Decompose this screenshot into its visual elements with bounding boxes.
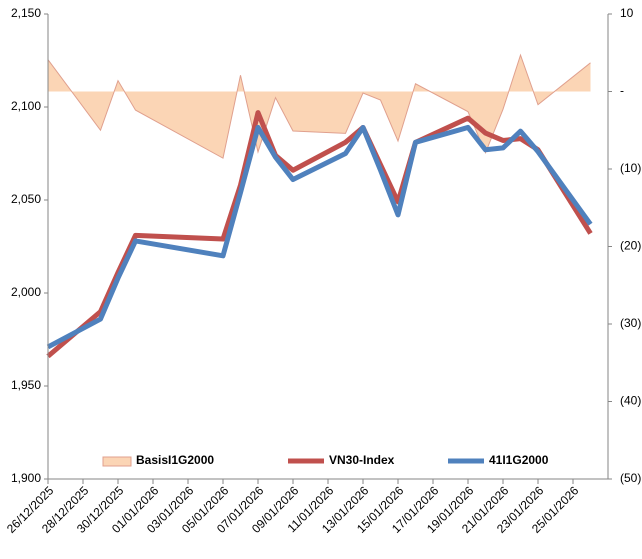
y2-tick-label: 10 xyxy=(620,6,634,20)
y2-tick-label: (30) xyxy=(620,316,641,330)
legend-label: 41I1G2000 xyxy=(489,453,549,467)
legend-swatch xyxy=(102,456,132,467)
y2-tick-label: (50) xyxy=(620,471,641,485)
y2-tick-label: (20) xyxy=(620,239,641,253)
series-line xyxy=(46,124,593,350)
y2-tick-label: (10) xyxy=(620,161,641,175)
y-tick-label: 1,950 xyxy=(11,378,41,392)
y-tick-label: 1,900 xyxy=(11,471,41,485)
series-line xyxy=(46,110,593,359)
basis-outline xyxy=(47,53,591,159)
y-tick-label: 2,100 xyxy=(11,99,41,113)
y-tick-label: 2,150 xyxy=(11,6,41,20)
legend-label: BasisI1G2000 xyxy=(136,453,214,467)
y2-tick-label: - xyxy=(620,84,624,98)
basis-area xyxy=(48,55,591,159)
y2-tick-label: (40) xyxy=(620,394,641,408)
y-tick-label: 2,050 xyxy=(11,192,41,206)
legend-label: VN30-Index xyxy=(329,453,395,467)
y-tick-label: 2,000 xyxy=(11,285,41,299)
